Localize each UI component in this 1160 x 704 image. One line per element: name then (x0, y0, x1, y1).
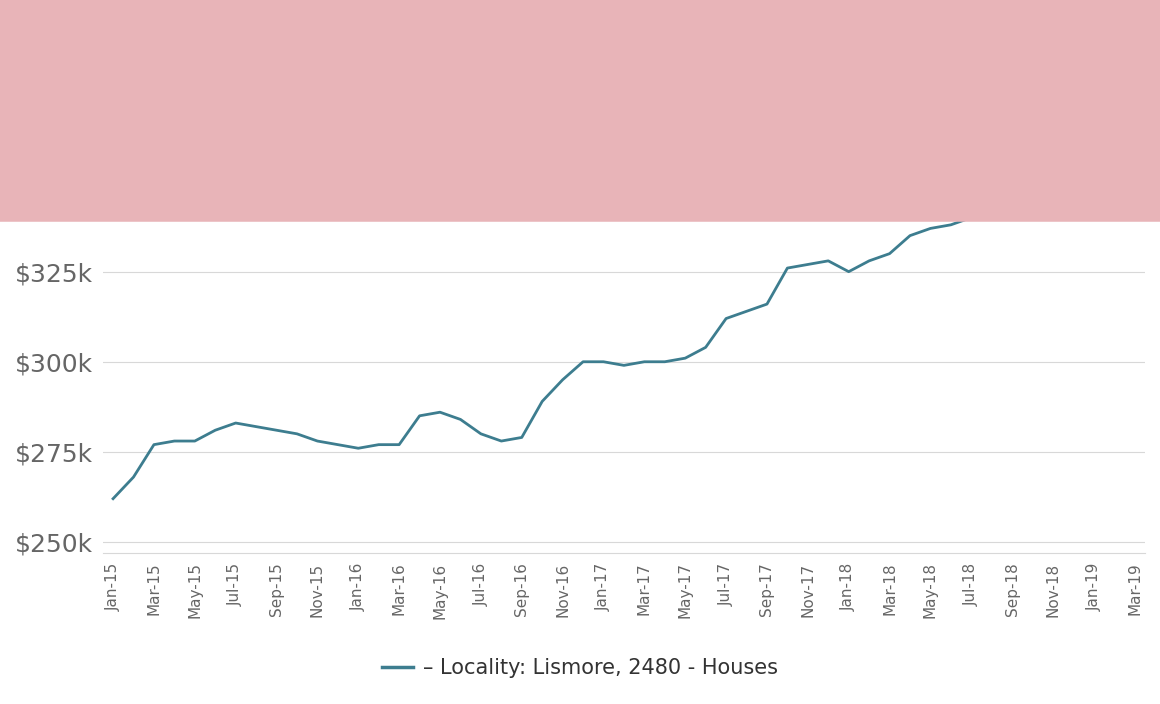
Legend: – Locality: Lismore, 2480 - Houses: – Locality: Lismore, 2480 - Houses (374, 650, 786, 686)
Title: Median Sale Price: Median Sale Price (512, 25, 735, 46)
